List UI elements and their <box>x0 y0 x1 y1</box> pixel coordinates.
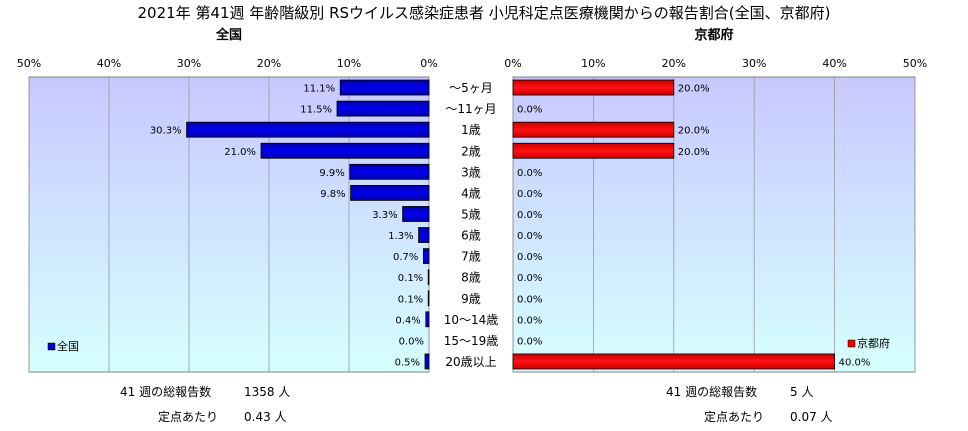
right-legend-swatch <box>847 339 856 348</box>
left-footer: 41 週の総報告数 1358 人 定点あたり 0.43 人 <box>120 384 290 424</box>
left-data-label: 11.1% <box>303 84 335 95</box>
right-tick-label: 40% <box>822 57 846 70</box>
right-panel-title: 京都府 <box>694 27 733 43</box>
left-bar <box>424 353 430 370</box>
right-data-label: 0.0% <box>517 315 542 326</box>
left-bar <box>350 184 430 201</box>
right-bar <box>512 142 675 159</box>
right-bar <box>512 121 675 138</box>
right-tick-label: 30% <box>742 57 766 70</box>
left-data-label: 0.5% <box>395 357 420 368</box>
right-total-label: 41 週の総報告数 <box>666 384 757 399</box>
left-bar <box>336 100 430 117</box>
left-legend: 全国 <box>47 339 79 353</box>
right-data-label: 20.0% <box>678 84 710 95</box>
right-data-label: 20.0% <box>678 126 710 137</box>
left-data-label: 9.8% <box>320 189 345 200</box>
left-bar <box>402 206 430 222</box>
right-tick-label: 20% <box>662 57 686 70</box>
left-tick-label: 30% <box>177 57 201 70</box>
left-bar <box>339 79 430 96</box>
left-data-label: 0.7% <box>393 252 418 263</box>
category-label: 6歳 <box>461 229 481 243</box>
category-label: 20歳以上 <box>445 355 496 369</box>
left-data-label: 3.3% <box>372 210 397 221</box>
category-label: 3歳 <box>461 165 481 179</box>
right-tick-label: 10% <box>581 57 605 70</box>
left-legend-label: 全国 <box>57 339 79 353</box>
right-data-label: 40.0% <box>839 357 871 368</box>
right-data-label: 0.0% <box>517 105 542 116</box>
right-data-label: 0.0% <box>517 231 542 242</box>
right-data-label: 0.0% <box>517 168 542 179</box>
right-tick-label: 0% <box>504 57 521 70</box>
left-data-label: 1.3% <box>388 231 413 242</box>
right-data-label: 20.0% <box>678 147 710 158</box>
right-footer: 41 週の総報告数 5 人 定点あたり 0.07 人 <box>666 384 833 424</box>
left-data-label: 0.1% <box>398 273 423 284</box>
left-bar <box>422 248 430 265</box>
left-tick-label: 20% <box>257 57 281 70</box>
category-label: ～11ヶ月 <box>445 102 496 116</box>
left-legend-swatch <box>47 342 56 351</box>
left-per-value: 0.43 人 <box>244 410 287 424</box>
left-tick-label: 40% <box>97 57 121 70</box>
category-label: 5歳 <box>461 207 481 221</box>
left-tick-label: 50% <box>17 57 41 70</box>
category-label: 7歳 <box>461 250 481 264</box>
left-panel-title: 全国 <box>215 27 242 43</box>
left-bar <box>349 163 430 180</box>
left-per-label: 定点あたり <box>158 409 218 424</box>
chart-title: 2021年 第41週 年齢階級別 RSウイルス感染症患者 小児科定点医療機関から… <box>138 4 831 22</box>
right-data-label: 0.0% <box>517 189 542 200</box>
left-data-label: 30.3% <box>150 126 182 137</box>
left-tick-label: 10% <box>337 57 361 70</box>
left-data-label: 11.5% <box>300 105 332 116</box>
right-data-label: 0.0% <box>517 294 542 305</box>
left-total-value: 1358 人 <box>244 385 290 399</box>
right-tick-label: 50% <box>903 57 927 70</box>
left-data-label: 0.1% <box>398 294 423 305</box>
category-label: 8歳 <box>461 271 481 285</box>
category-label: 1歳 <box>461 123 481 137</box>
right-bar <box>512 79 675 96</box>
category-label: 2歳 <box>461 144 481 158</box>
left-tick-label: 0% <box>420 57 437 70</box>
left-plot-area <box>28 76 430 373</box>
right-plot-area <box>512 76 916 373</box>
left-bar <box>260 142 430 159</box>
right-data-label: 0.0% <box>517 210 542 221</box>
left-data-label: 0.0% <box>399 336 424 347</box>
category-label: 9歳 <box>461 292 481 306</box>
right-bar <box>512 353 836 370</box>
left-bar <box>427 269 430 286</box>
right-legend-label: 京都府 <box>857 336 890 350</box>
left-bar <box>425 311 430 328</box>
category-label: 15～19歳 <box>444 334 499 348</box>
right-data-label: 0.0% <box>517 252 542 263</box>
category-label: ～5ヶ月 <box>449 81 493 95</box>
left-bar <box>186 121 430 138</box>
right-data-label: 0.0% <box>517 336 542 347</box>
left-total-label: 41 週の総報告数 <box>120 384 211 399</box>
category-label: 10～14歳 <box>444 313 499 327</box>
left-data-label: 9.9% <box>319 168 344 179</box>
right-data-label: 0.0% <box>517 273 542 284</box>
left-data-label: 21.0% <box>224 147 256 158</box>
right-total-value: 5 人 <box>790 385 813 399</box>
category-label: 4歳 <box>461 186 481 200</box>
left-bar <box>427 290 430 307</box>
left-data-label: 0.4% <box>395 315 420 326</box>
right-per-label: 定点あたり <box>704 409 764 424</box>
left-bar <box>418 227 430 243</box>
right-legend: 京都府 <box>847 336 890 350</box>
right-per-value: 0.07 人 <box>790 410 833 424</box>
